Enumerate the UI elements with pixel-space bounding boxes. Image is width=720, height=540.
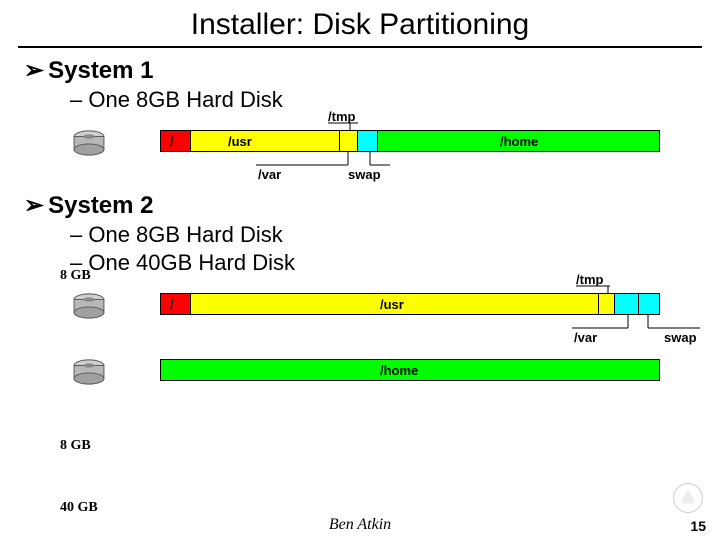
partition-segment	[639, 294, 659, 314]
partition-segment	[378, 131, 659, 151]
partition-segment	[161, 360, 659, 380]
sys2-swap-label: swap	[664, 330, 697, 345]
system2-partition-bar-2	[160, 359, 660, 381]
partition-segment	[161, 294, 191, 314]
footer-author: Ben Atkin	[0, 516, 720, 534]
sys1-swap-label: swap	[348, 167, 381, 182]
system2-partition-bar-1	[160, 293, 660, 315]
partition-segment	[191, 294, 599, 314]
partition-segment	[358, 131, 378, 151]
system2-disk1-row: /tmp / /usr /var swap	[0, 290, 720, 338]
sys2-var-label: /var	[574, 330, 597, 345]
system2-sub-0: One 8GB Hard Disk	[70, 222, 720, 248]
system2-sub-1: One 40GB Hard Disk	[70, 250, 720, 276]
hard-disk-icon	[70, 358, 108, 386]
footer-page-number: 15	[690, 518, 706, 534]
partition-segment	[615, 294, 639, 314]
system1-disk-row: /tmp / /usr /home /var swap	[0, 127, 720, 175]
hard-disk-icon	[70, 292, 108, 320]
hard-disk-icon	[70, 129, 108, 157]
system2-disk2-size: 40 GB	[60, 500, 98, 516]
system1-heading: ➢System 1	[24, 56, 720, 85]
system2-disk1-size: 8 GB	[60, 438, 91, 454]
system1-partition-bar	[160, 130, 660, 152]
partition-segment	[191, 131, 340, 151]
slide-title: Installer: Disk Partitioning	[0, 0, 720, 46]
system2-disk2-row: /home	[0, 356, 720, 394]
system2-heading: ➢System 2	[24, 191, 720, 220]
system1-heading-text: System 1	[48, 57, 153, 84]
sys1-var-label: /var	[258, 167, 281, 182]
partition-segment	[340, 131, 358, 151]
title-underline	[18, 46, 702, 48]
partition-segment	[161, 131, 191, 151]
system1-sub-0: One 8GB Hard Disk	[70, 87, 720, 113]
system1-disk-size: 8 GB	[60, 268, 91, 284]
partition-segment	[599, 294, 615, 314]
corner-logo	[670, 480, 706, 516]
system2-heading-text: System 2	[48, 192, 153, 219]
